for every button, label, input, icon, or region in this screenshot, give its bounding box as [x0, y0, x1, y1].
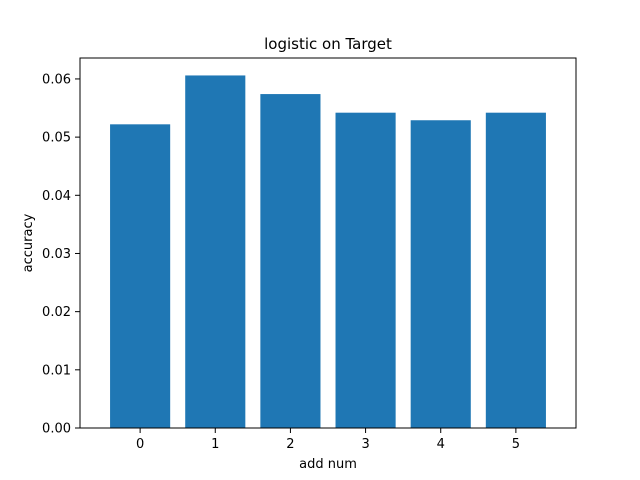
x-tick-label: 1: [211, 437, 219, 452]
y-tick-label: 0.06: [42, 72, 71, 87]
y-tick-label: 0.00: [42, 422, 71, 437]
plot-frame: [79, 57, 577, 429]
x-tick-label: 4: [437, 437, 445, 452]
bar-0: [110, 124, 171, 428]
y-axis-label: accuracy: [21, 213, 36, 272]
y-tick-label: 0.05: [42, 131, 71, 146]
bar-3: [335, 112, 396, 428]
x-tick-label: 0: [136, 437, 144, 452]
x-tick-label: 2: [286, 437, 294, 452]
y-tick-label: 0.02: [42, 305, 71, 320]
y-axis-ticks: 0.00 0.01 0.02 0.03 0.04 0.05 0.06: [42, 72, 80, 437]
x-axis-ticks: 0 1 2 3 4 5: [136, 428, 520, 452]
x-axis-label: add num: [299, 457, 357, 472]
y-tick-label: 0.04: [42, 189, 71, 204]
x-tick-label: 5: [512, 437, 520, 452]
chart-title: logistic on Target: [264, 35, 392, 53]
y-tick-label: 0.01: [42, 363, 71, 378]
y-tick-label: 0.03: [42, 247, 71, 262]
bar-1: [185, 75, 246, 428]
bar-2: [260, 94, 321, 428]
bar-5: [485, 112, 546, 428]
bar-4: [410, 120, 471, 428]
bars-group: [110, 75, 546, 428]
x-tick-label: 3: [361, 437, 369, 452]
